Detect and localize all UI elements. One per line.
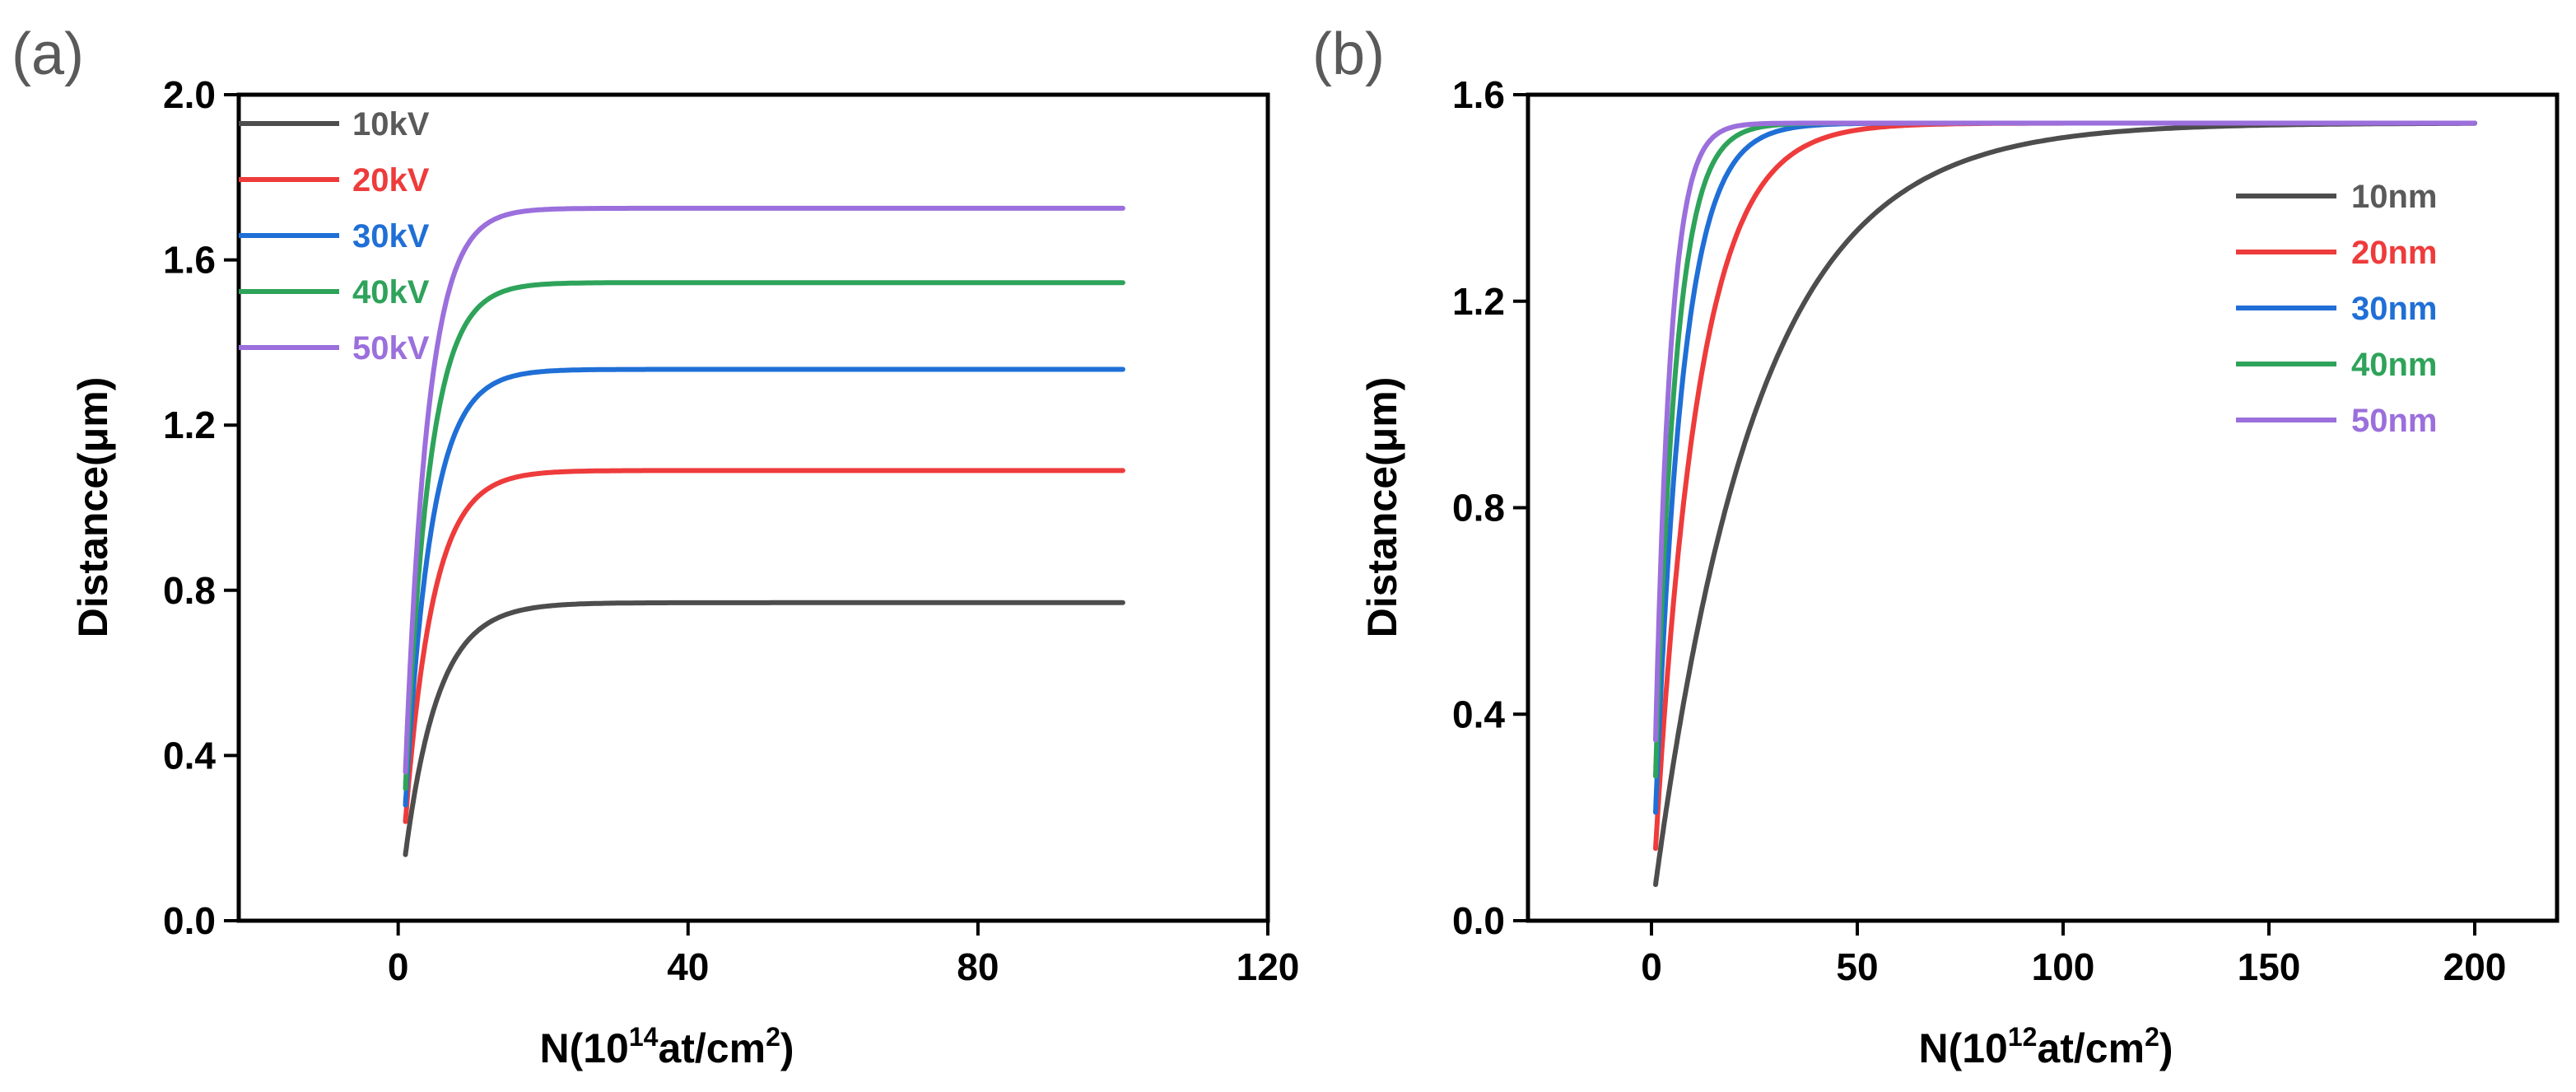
panel-a-plot-frame [236, 92, 1270, 923]
panel-a-series-40kV [403, 280, 1125, 791]
panel-a-series-50kV [403, 205, 1125, 775]
panel-b-y-tick-label: 1.6 [1452, 73, 1505, 116]
panel-a-y-tick-label: 0.4 [163, 734, 216, 777]
panel-a-x-tick-label: 80 [957, 945, 999, 988]
panel-a-legend-label-10kV: 10kV [352, 106, 430, 142]
panel-a-series-30kV [403, 366, 1125, 808]
panel-a-ticks: 0 40 80 120 0.0 0.4 0.8 1.2 1.6 2.0 [163, 73, 1299, 988]
panel-a-y-tick-label: 2.0 [163, 73, 216, 116]
panel-a-legend-label-40kV: 40kV [352, 274, 430, 310]
panel-a-y-tick-label: 1.2 [163, 404, 216, 446]
panel-a-y-tick-label: 1.6 [163, 239, 216, 282]
panel-b-series-30nm [1653, 120, 2477, 815]
panel-b-series [1653, 120, 2477, 888]
panel-b-y-tick-label: 0.8 [1452, 487, 1505, 530]
panel-b-legend-label-40nm: 40nm [2351, 347, 2438, 383]
panel-b-series-50nm [1653, 120, 2477, 743]
panel-b-legend: 10nm 20nm 30nm 40nm 50nm [2236, 179, 2438, 439]
panel-b-x-tick-label: 50 [1836, 945, 1878, 988]
panel-a-y-axis-title: Distance(μm) [70, 377, 116, 638]
panel-b: (b) 0 50 100 150 200 0.0 0.4 0.8 1.2 1.6 10nm 20nm… [1312, 21, 2560, 1071]
panel-b-y-tick-label: 0.4 [1452, 693, 1505, 735]
panel-b-x-tick-label: 200 [2443, 945, 2507, 988]
panel-b-x-tick-label: 100 [2032, 945, 2095, 988]
panel-b-legend-label-10nm: 10nm [2351, 179, 2438, 215]
panel-b-label: (b) [1312, 21, 1385, 87]
panel-b-x-axis-title: N(1012at/cm2) [1918, 1022, 2173, 1071]
panel-b-series-40nm [1653, 120, 2477, 779]
panel-b-ticks: 0 50 100 150 200 0.0 0.4 0.8 1.2 1.6 [1452, 73, 2506, 988]
panel-b-x-tick-label: 150 [2238, 945, 2301, 988]
panel-a-legend-label-20kV: 20kV [352, 162, 430, 198]
panel-a-x-tick-label: 40 [667, 945, 709, 988]
panel-a-x-tick-label: 0 [388, 945, 409, 988]
panel-b-legend-label-50nm: 50nm [2351, 403, 2438, 439]
panel-b-x-tick-label: 0 [1641, 945, 1662, 988]
panel-a-legend-label-50kV: 50kV [352, 330, 430, 366]
panel-a-series-20kV [403, 468, 1125, 824]
panel-b-y-tick-label: 0.0 [1452, 899, 1505, 942]
panel-b-legend-label-30nm: 30nm [2351, 291, 2438, 327]
panel-a-legend-label-30kV: 30kV [352, 218, 430, 254]
panel-b-y-axis-title: Distance(μm) [1359, 377, 1405, 638]
panel-a-x-axis-title: N(1014at/cm2) [539, 1022, 794, 1071]
panel-a-label: (a) [12, 21, 84, 87]
panel-b-legend-label-20nm: 20nm [2351, 235, 2438, 271]
panel-b-series-20nm [1653, 120, 2477, 852]
panel-a-y-tick-label: 0.0 [163, 899, 216, 942]
panel-a-series [403, 205, 1125, 857]
panel-b-y-tick-label: 1.2 [1452, 280, 1505, 323]
panel-a-series-10kV [403, 600, 1125, 857]
panel-a-y-tick-label: 0.8 [163, 569, 216, 612]
panel-a: (a) 0 40 80 120 0.0 0.4 0.8 1.2 1.6 2.0 10kV 20kV 3… [12, 21, 1299, 1071]
panel-a-x-tick-label: 120 [1237, 945, 1300, 988]
panel-a-legend: 10kV 20kV 30kV 40kV 50kV [239, 106, 430, 366]
